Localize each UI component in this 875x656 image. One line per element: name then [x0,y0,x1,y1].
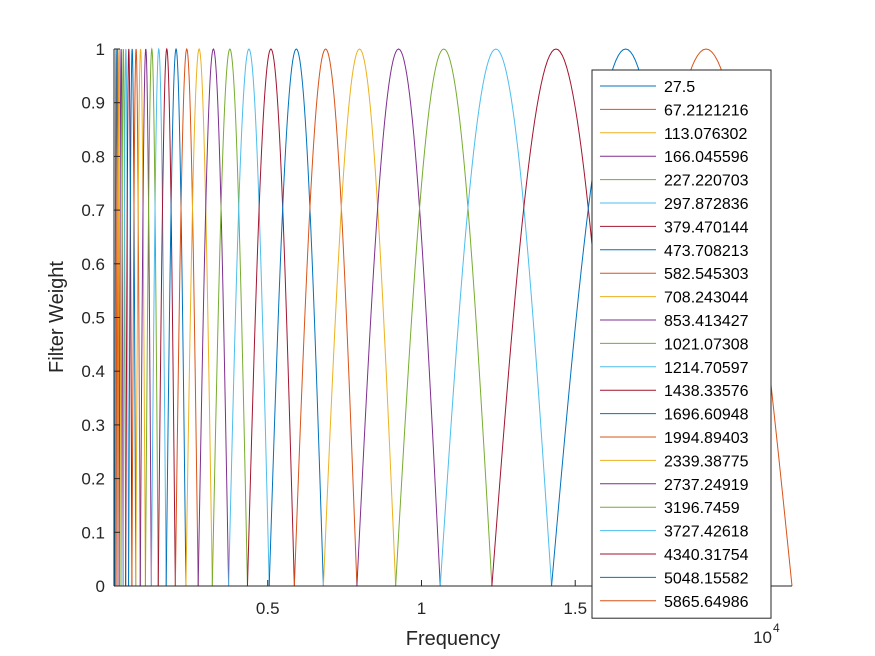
filter-curve [197,48,230,587]
filter-curve [356,48,441,587]
legend-entry: 379.470144 [664,219,749,236]
legend-entry: 4340.31754 [664,547,749,564]
filter-curve [131,48,141,587]
legend-entry: 2737.24919 [664,477,749,494]
y-axis-label: Filter Weight [46,261,68,373]
legend: 27.5 67.2121216 113.076302 166.045596 227.22… [591,69,772,619]
filter-curve [128,48,137,587]
legend-entry: 3727.42618 [664,524,749,541]
legend-entry: 1696.60948 [664,407,749,424]
filter-curve [174,47,199,587]
filter-curve [139,48,152,587]
filter-curve [228,48,270,587]
filter-curve [125,48,133,587]
filter-curve [144,47,159,587]
y-tick-label: 0.1 [81,523,105,542]
y-tick-label: 0.9 [81,94,105,113]
legend-entry: 582.545303 [664,266,749,283]
filter-curve [185,48,213,587]
exponent-power: 4 [773,621,780,635]
y-tick-label: 0.6 [81,255,105,274]
filter-curve [268,48,324,587]
y-tick-label: 0.7 [81,201,105,220]
legend-entry: 27.5 [664,79,695,96]
legend-entry: 1214.70597 [664,360,749,377]
x-axis-label: Frequency [406,628,501,650]
legend-entry: 227.220703 [664,173,749,190]
tick-labels: 0 0.1 0.2 0.3 0.4 0.5 0.6 0.7 0.8 0.9 1 0.5 1 1.5 [81,40,587,618]
y-tick-label: 1 [96,40,105,59]
legend-entry: 1994.89403 [664,430,749,447]
legend-entry: 708.243044 [664,290,749,307]
filter-curve [157,47,176,587]
y-tick-label: 0.8 [81,147,105,166]
filter-curve [211,48,248,587]
legend-box [591,69,772,619]
x-axis-exponent: 10 4 [753,621,780,647]
filter-curve [150,47,167,587]
legend-entry: 166.045596 [664,149,749,166]
y-tick-label: 0.5 [81,309,105,328]
filter-curve [322,48,397,587]
filter-curve [122,48,130,587]
legend-entry: 297.872836 [664,196,749,213]
legend-entry: 3196.7459 [664,500,740,517]
x-tick-label: 0.5 [256,599,280,618]
legend-entry: 1438.33576 [664,383,749,400]
filter-curve [395,48,493,587]
legend-entry: 2339.38775 [664,453,749,470]
filter-curve [135,48,146,587]
x-tick-label: 1 [417,599,426,618]
legend-entry: 1021.07308 [664,336,749,353]
legend-entry: 67.2121216 [664,102,749,119]
exponent-base: 10 [753,628,772,647]
legend-entry: 853.413427 [664,313,749,330]
filter-curve [120,48,127,587]
legend-entry: 5048.15582 [664,570,749,587]
filter-curve [165,47,187,587]
x-tick-label: 1.5 [563,599,587,618]
filter-curve [439,48,553,587]
legend-entry: 113.076302 [664,126,747,143]
y-tick-label: 0.2 [81,470,105,489]
y-tick-label: 0.4 [81,362,105,381]
filter-curve [246,48,295,587]
y-tick-label: 0.3 [81,416,105,435]
y-tick-label: 0 [96,577,105,596]
filter-curve [293,48,358,587]
legend-entry: 473.708213 [664,243,749,260]
legend-entry: 5865.64986 [664,594,749,611]
